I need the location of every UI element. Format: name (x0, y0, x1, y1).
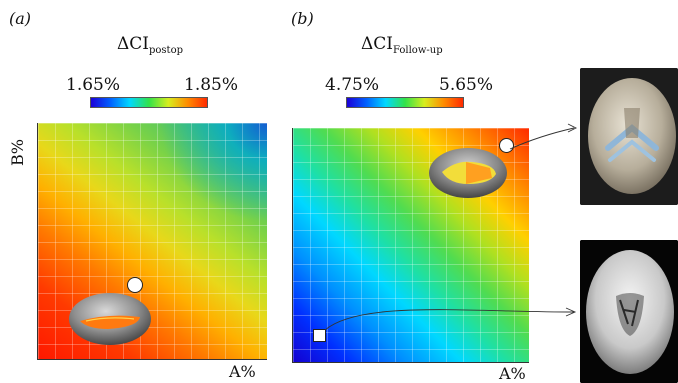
panel-a-colorbar-min: 1.65% (66, 75, 121, 95)
panel-a-colorbar-max: 1.85% (184, 75, 239, 95)
panel-b-heatmap (292, 128, 529, 363)
skull-photo-icon (580, 240, 678, 383)
arrowhead-top (567, 123, 578, 133)
skull-photo-top (580, 68, 678, 205)
panel-a-heatmap (37, 123, 267, 360)
panel-b-label: (b) (291, 9, 314, 28)
arrowhead-bottom (565, 307, 577, 317)
panel-b-title-sub: Follow-up (393, 45, 443, 56)
panel-b-colorbar (346, 97, 464, 108)
panel-a-title: ΔCIpostop (117, 34, 183, 56)
panel-b-title-main: ΔCI (361, 34, 393, 54)
panel-b-colorbar-min: 4.75% (325, 75, 380, 95)
panel-a-title-sub: postop (149, 45, 183, 56)
panel-a-colorbar (90, 97, 208, 108)
panel-b-title: ΔCIFollow-up (361, 34, 443, 56)
panel-b-x-axis-label: A% (499, 364, 526, 383)
skull-model-icon (429, 148, 507, 198)
panel-a-title-main: ΔCI (117, 34, 149, 54)
skull-model-icon (69, 293, 151, 345)
panel-a-label: (a) (9, 9, 32, 28)
panel-a-marker-circle (127, 277, 143, 293)
panel-b-colorbar-max: 5.65% (439, 75, 494, 95)
panel-b-marker-square (313, 329, 326, 342)
panel-a-x-axis-label: A% (229, 362, 256, 381)
skull-photo-bottom (580, 240, 678, 383)
arrow-to-bottom-photo (324, 309, 575, 331)
arrow-to-top-photo (509, 127, 575, 150)
skull-photo-icon (580, 68, 678, 205)
